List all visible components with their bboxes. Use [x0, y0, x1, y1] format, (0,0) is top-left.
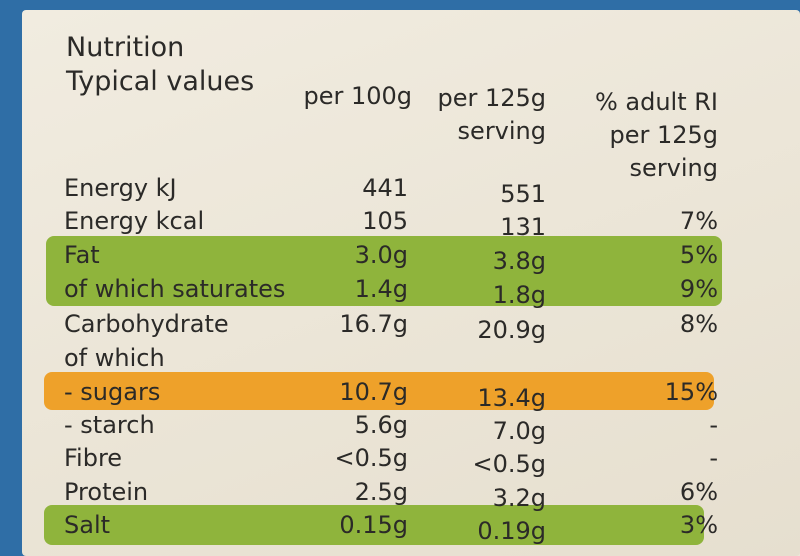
- title: Nutrition: [66, 32, 185, 63]
- row-label: Salt: [64, 511, 111, 539]
- cell: 1.4g: [354, 275, 408, 303]
- subtitle: Typical values: [66, 66, 255, 97]
- cell: 9%: [679, 275, 718, 303]
- highlight-salt: [44, 505, 704, 545]
- cell: 20.9g: [477, 316, 546, 344]
- row-label: - starch: [64, 411, 155, 439]
- row-label: of which saturates: [64, 275, 286, 303]
- cell: 15%: [664, 378, 718, 406]
- row-label: Protein: [64, 478, 149, 506]
- cell: 3%: [679, 511, 718, 539]
- column-header: serving: [457, 117, 546, 145]
- package-edge: [0, 0, 26, 556]
- highlight-fat: [46, 236, 722, 306]
- cell: 10.7g: [339, 378, 408, 406]
- cell: 8%: [679, 310, 718, 338]
- cell: 6%: [679, 478, 718, 506]
- row-label: Energy kcal: [64, 207, 205, 235]
- cell: 3.0g: [354, 241, 408, 269]
- column-header: % adult RI: [594, 88, 718, 116]
- cell: 3.8g: [492, 247, 546, 275]
- cell: 3.2g: [492, 484, 546, 512]
- column-header: per 125g: [437, 84, 546, 112]
- cell: 105: [362, 207, 408, 235]
- cell: 7%: [679, 207, 718, 235]
- column-header: serving: [629, 154, 718, 182]
- cell: 7.0g: [492, 417, 546, 445]
- cell: 5%: [679, 241, 718, 269]
- cell: <0.5g: [472, 450, 546, 478]
- row-label: - sugars: [64, 378, 161, 406]
- cell: 2.5g: [354, 478, 408, 506]
- row-label: Energy kJ: [64, 174, 177, 202]
- cell: 131: [500, 213, 546, 241]
- cell: 5.6g: [354, 411, 408, 439]
- cell: 0.19g: [477, 517, 546, 545]
- column-header: per 100g: [303, 82, 412, 110]
- row-label: Carbohydrate: [64, 310, 229, 338]
- cell: 551: [500, 180, 546, 208]
- column-header: per 125g: [609, 121, 718, 149]
- cell: <0.5g: [334, 444, 408, 472]
- row-label: of which: [64, 344, 165, 372]
- highlight-sugars: [44, 372, 714, 410]
- cell: 13.4g: [477, 384, 546, 412]
- row-label: Fat: [64, 241, 100, 269]
- cell: -: [709, 444, 718, 472]
- cell: 0.15g: [339, 511, 408, 539]
- cell: 441: [362, 174, 408, 202]
- row-label: Fibre: [64, 444, 123, 472]
- cell: -: [709, 411, 718, 439]
- cell: 1.8g: [492, 281, 546, 309]
- cell: 16.7g: [339, 310, 408, 338]
